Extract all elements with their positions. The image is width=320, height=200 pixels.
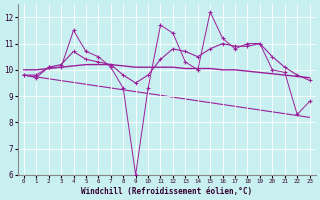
X-axis label: Windchill (Refroidissement éolien,°C): Windchill (Refroidissement éolien,°C) [81,187,252,196]
